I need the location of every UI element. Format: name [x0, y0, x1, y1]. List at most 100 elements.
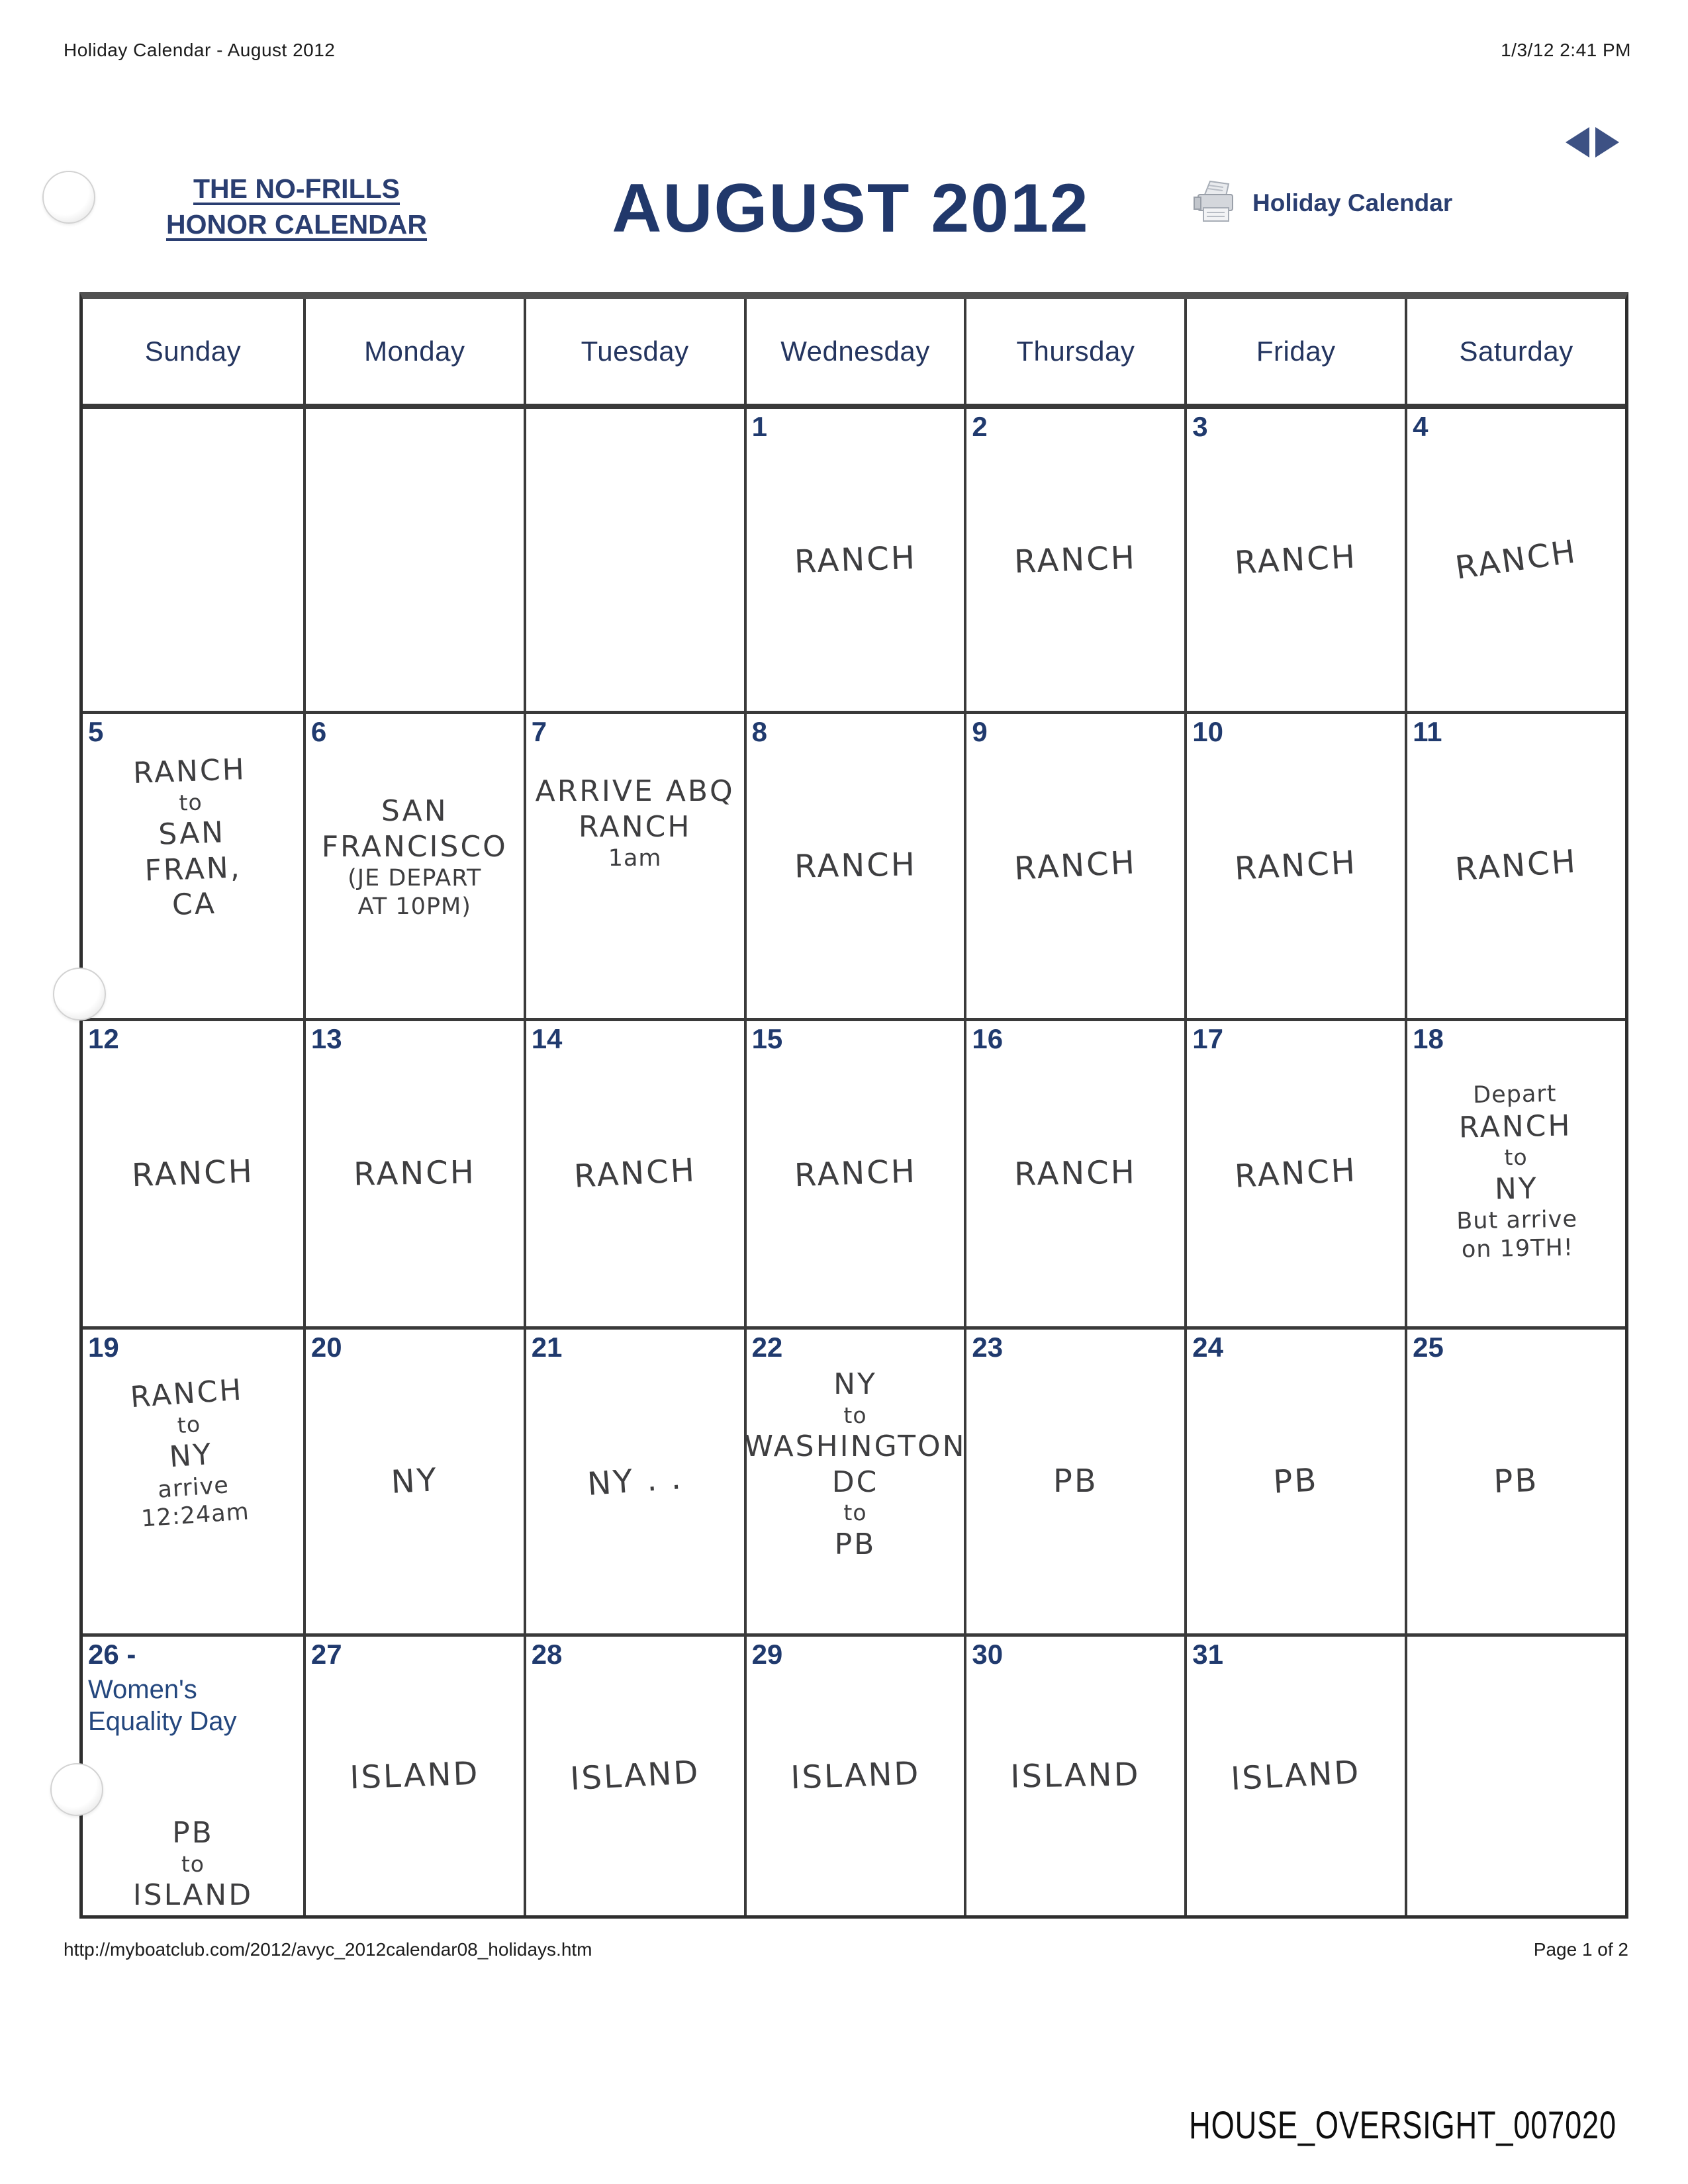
weekday-header-wednesday: Wednesday: [743, 299, 964, 404]
holiday-label: Women's Equality Day: [88, 1675, 237, 1736]
handwritten-entry: PB: [1053, 1463, 1098, 1500]
handwritten-entry: RANCH: [793, 539, 917, 580]
day-number: 26 -: [88, 1639, 136, 1670]
day-cell-10: 10 RANCH: [1184, 711, 1405, 1018]
day-number: 7: [531, 716, 547, 747]
day-number: 31: [1192, 1639, 1223, 1670]
day-cell-28: 28 ISLAND: [523, 1633, 744, 1915]
day-cell-empty: [83, 404, 303, 711]
page-number: Page 1 of 2: [1533, 1939, 1628, 1960]
day-cell-empty: [303, 404, 524, 711]
print-link-label[interactable]: Holiday Calendar: [1252, 189, 1453, 216]
day-cell-26: 26 - Women's Equality Day PB to ISLAND: [83, 1633, 303, 1915]
day-cell-31: 31 ISLAND: [1184, 1633, 1405, 1915]
day-number: 2: [972, 411, 988, 442]
weekday-header-tuesday: Tuesday: [523, 299, 744, 404]
weekday-header-monday: Monday: [303, 299, 524, 404]
page-nav-arrows[interactable]: [1566, 127, 1619, 158]
day-cell-5: 5 RANCH to SAN FRAN, CA: [83, 711, 303, 1018]
handwritten-entry: RANCH: [1233, 1152, 1358, 1196]
holiday-calendar-print-link[interactable]: Holiday Calendar: [1190, 177, 1452, 228]
prev-arrow-icon[interactable]: [1566, 127, 1589, 158]
bates-stamp: HOUSE_OVERSIGHT_007020: [1189, 2104, 1617, 2147]
day-cell-7: 7 ARRIVE ABQ RANCH 1am: [523, 711, 744, 1018]
day-number: 11: [1413, 716, 1442, 747]
day-cell-13: 13 RANCH: [303, 1018, 524, 1326]
day-cell-29: 29 ISLAND: [743, 1633, 964, 1915]
handwritten-entry: RANCH: [1013, 539, 1138, 580]
handwritten-entry: RANCH: [1233, 537, 1358, 582]
day-cell-empty: [523, 404, 744, 711]
day-cell-3: 3 RANCH: [1184, 404, 1405, 711]
next-arrow-icon[interactable]: [1595, 127, 1619, 158]
day-number: 17: [1192, 1023, 1223, 1054]
handwritten-entry: RANCH: [573, 1152, 697, 1196]
printer-icon[interactable]: [1190, 177, 1243, 228]
handwritten-entry: RANCH: [794, 846, 917, 886]
handwritten-entry: NY: [390, 1461, 440, 1502]
day-number: 15: [751, 1023, 783, 1054]
handwritten-entry: ISLAND: [569, 1754, 701, 1798]
day-number: 21: [531, 1332, 563, 1363]
day-number: 19: [88, 1332, 119, 1363]
handwritten-entry: ARRIVE ABQ RANCH 1am: [535, 774, 735, 872]
handwritten-entry: RANCH: [1233, 844, 1358, 888]
source-url: http://myboatclub.com/2012/avyc_2012cale…: [64, 1939, 592, 1960]
weekday-header-sunday: Sunday: [144, 336, 242, 367]
day-cell-21: 21 NY . .: [523, 1326, 744, 1633]
day-cell-12: 12 RANCH: [83, 1018, 303, 1326]
day-cell-8: 8 RANCH: [743, 711, 964, 1018]
day-cell-4: 4 RANCH: [1405, 404, 1625, 711]
day-cell-15: 15 RANCH: [743, 1018, 964, 1326]
handwritten-entry: PB: [1272, 1461, 1320, 1501]
day-number: 12: [88, 1023, 119, 1054]
hole-punch: [42, 171, 95, 224]
day-number: 18: [1413, 1023, 1444, 1054]
day-cell-11: 11 RANCH: [1405, 711, 1625, 1018]
handwritten-entry: RANCH to SAN FRAN, CA: [132, 752, 247, 923]
day-number: 29: [751, 1639, 783, 1670]
calendar-grid: Sunday Monday Tuesday Wednesday Thursday Frid…: [79, 292, 1628, 1919]
handwritten-entry: ISLAND: [349, 1754, 481, 1797]
day-cell-2: 2 RANCH: [964, 404, 1185, 711]
day-number: 6: [310, 716, 327, 747]
day-cell-17: 17 RANCH: [1184, 1018, 1405, 1326]
day-cell-19: 19 RANCH to NY arrive 12:24am: [83, 1326, 303, 1633]
day-number: 24: [1192, 1332, 1223, 1363]
handwritten-entry: Depart RANCH to NY But arrive on 19TH!: [1456, 1080, 1578, 1263]
day-number: 1: [751, 411, 767, 442]
handwritten-entry: RANCH: [1453, 533, 1579, 587]
day-number: 27: [310, 1639, 342, 1670]
hole-punch: [50, 1763, 103, 1816]
handwritten-entry: RANCH to NY arrive 12:24am: [129, 1373, 250, 1533]
day-number: 8: [751, 716, 767, 747]
handwritten-entry: RANCH: [793, 1153, 917, 1195]
day-cell-9: 9 RANCH: [964, 711, 1185, 1018]
day-number: 10: [1192, 716, 1223, 747]
handwritten-entry: RANCH: [1013, 1154, 1137, 1193]
day-number: 13: [310, 1023, 342, 1054]
handwritten-entry: NY to WASHINGTON DC to PB: [744, 1367, 966, 1561]
handwritten-entry: ISLAND: [789, 1754, 921, 1797]
day-number: 9: [972, 716, 988, 747]
day-cell-18: 18 Depart RANCH to NY But arrive on 19TH!: [1405, 1018, 1625, 1326]
handwritten-entry: RANCH: [353, 1154, 477, 1193]
day-number: 5: [88, 716, 104, 747]
handwritten-entry: ISLAND: [1230, 1754, 1362, 1798]
day-number: 16: [972, 1023, 1004, 1054]
day-number: 30: [972, 1639, 1004, 1670]
day-cell-22: 22 NY to WASHINGTON DC to PB: [743, 1326, 966, 1633]
handwritten-entry: SAN FRANCISCO (JE DEPART AT 10PM): [321, 794, 508, 921]
day-cell-1: 1 RANCH: [743, 404, 964, 711]
weekday-header-thursday: Thursday: [964, 299, 1184, 404]
day-number: 4: [1413, 411, 1429, 442]
weekday-header-saturday: Saturday: [1405, 299, 1625, 404]
day-cell-25: 25 PB: [1405, 1326, 1625, 1633]
handwritten-entry: NY . .: [586, 1459, 684, 1504]
no-frills-line1: THE NO-FRILLS: [193, 173, 400, 204]
day-cell-24: 24 PB: [1184, 1326, 1405, 1633]
hole-punch: [53, 968, 106, 1021]
handwritten-entry: RANCH: [1013, 844, 1138, 888]
month-title: AUGUST 2012: [612, 170, 1090, 247]
